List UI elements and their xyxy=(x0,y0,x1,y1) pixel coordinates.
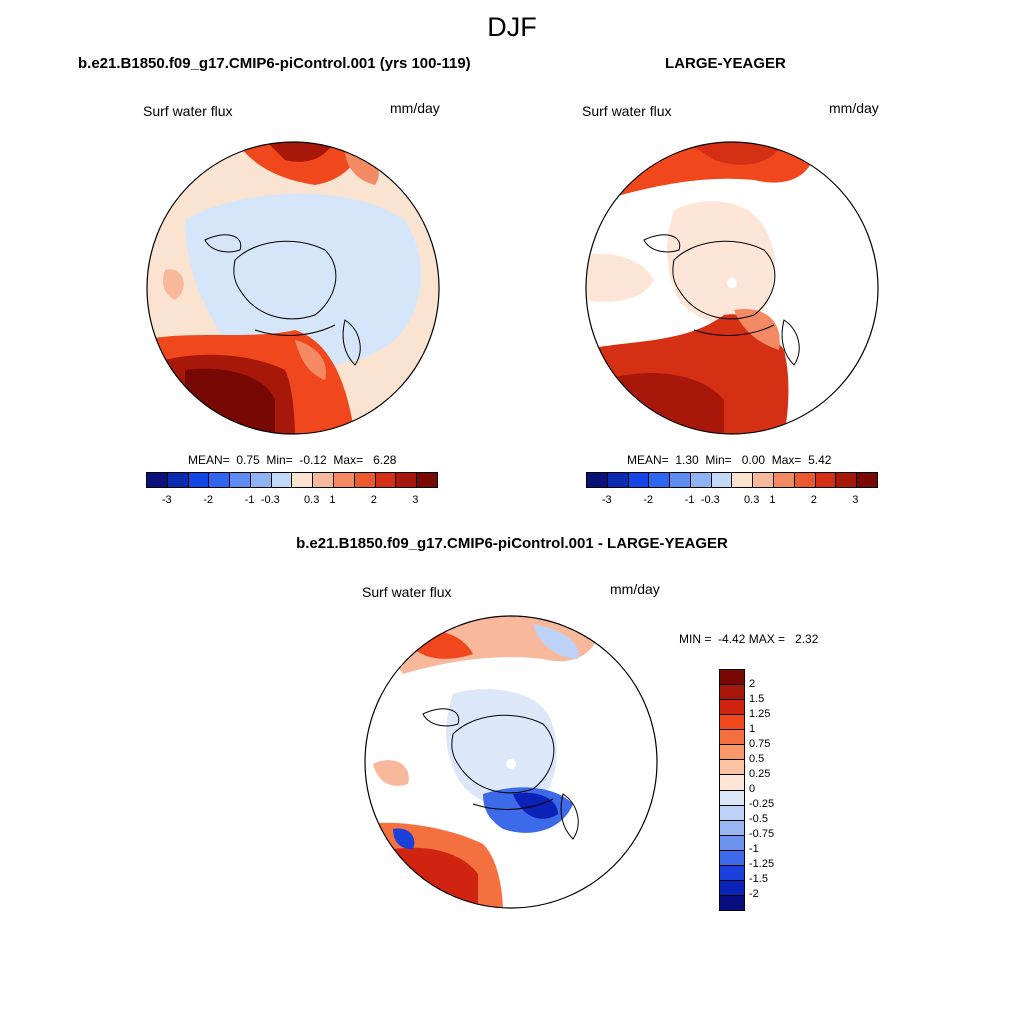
panel3-title: b.e21.B1850.f09_g17.CMIP6-piControl.001 … xyxy=(296,535,728,552)
colorbar-tick-label: -0.5 xyxy=(749,813,768,825)
colorbar-swatch xyxy=(720,760,744,776)
panel1-colorbar xyxy=(146,472,438,488)
colorbar-swatch xyxy=(720,745,744,761)
panel2-polar-map xyxy=(585,141,879,435)
colorbar-tick-label: -3 xyxy=(601,494,612,506)
colorbar-swatch xyxy=(292,473,314,487)
panel3-stats: MIN = -4.42 MAX = 2.32 xyxy=(679,632,819,646)
colorbar-tick-label: -2 xyxy=(643,494,654,506)
colorbar-swatch xyxy=(753,473,775,487)
colorbar-swatch xyxy=(720,700,744,716)
colorbar-swatch xyxy=(417,473,437,487)
colorbar-swatch xyxy=(649,473,671,487)
colorbar-tick-label: -1 xyxy=(244,494,255,506)
colorbar-swatch xyxy=(720,820,744,836)
panel1-colorbar-ticks: -3 -2 -1 -0.3 0.3 1 2 3 xyxy=(146,494,436,508)
panel2-variable-label: Surf water flux xyxy=(582,103,672,119)
colorbar-swatch xyxy=(167,473,189,487)
panel2-units-label: mm/day xyxy=(829,100,879,116)
colorbar-swatch xyxy=(720,775,744,791)
colorbar-swatch xyxy=(375,473,397,487)
colorbar-tick-label: 0.3 xyxy=(744,494,760,506)
colorbar-swatch xyxy=(774,473,795,487)
colorbar-swatch xyxy=(396,473,418,487)
colorbar-tick-label: 1 xyxy=(769,494,776,506)
colorbar-tick-label: -1.5 xyxy=(749,873,768,885)
panel1-stats: MEAN= 0.75 Min= -0.12 Max= 6.28 xyxy=(188,453,397,467)
panel1-title: b.e21.B1850.f09_g17.CMIP6-piControl.001 … xyxy=(78,55,471,72)
colorbar-swatch xyxy=(628,473,650,487)
colorbar-swatch xyxy=(188,473,210,487)
colorbar-tick-label: 0.5 xyxy=(749,753,765,765)
colorbar-swatch xyxy=(354,473,376,487)
colorbar-swatch xyxy=(587,473,608,487)
colorbar-swatch xyxy=(720,865,744,881)
colorbar-swatch xyxy=(147,473,168,487)
colorbar-swatch xyxy=(720,790,744,806)
panel3-colorbar-ticks: 2 1.5 1.25 1 0.75 0.5 0.25 0 -0.25 -0.5 -0.75 -1 -1.… xyxy=(749,669,789,909)
panel2-colorbar xyxy=(586,472,878,488)
colorbar-swatch xyxy=(720,835,744,851)
panel1-units-label: mm/day xyxy=(390,100,440,116)
colorbar-tick-label: 2 xyxy=(810,494,817,506)
colorbar-swatch xyxy=(271,473,293,487)
colorbar-tick-label: 1.5 xyxy=(749,693,765,705)
colorbar-tick-label: -0.3 xyxy=(260,494,280,506)
colorbar-swatch xyxy=(670,473,691,487)
colorbar-swatch xyxy=(836,473,858,487)
panel1-variable-label: Surf water flux xyxy=(143,103,233,119)
colorbar-swatch xyxy=(794,473,816,487)
colorbar-tick-label: 1.25 xyxy=(749,708,771,720)
colorbar-swatch xyxy=(815,473,837,487)
colorbar-tick-label: 1 xyxy=(749,723,756,735)
colorbar-tick-label: 0.25 xyxy=(749,768,771,780)
colorbar-swatch xyxy=(209,473,231,487)
colorbar-tick-label: -0.75 xyxy=(749,828,775,840)
colorbar-tick-label: -2 xyxy=(203,494,214,506)
colorbar-tick-label: -1 xyxy=(749,843,759,855)
colorbar-swatch xyxy=(720,895,744,910)
colorbar-tick-label: -1 xyxy=(684,494,695,506)
colorbar-tick-label: 0.3 xyxy=(304,494,320,506)
colorbar-swatch xyxy=(720,850,744,866)
panel3-polar-map xyxy=(364,615,658,909)
panel3-colorbar xyxy=(719,669,745,911)
panel2-title: LARGE-YEAGER xyxy=(665,55,786,72)
colorbar-tick-label: 2 xyxy=(749,678,756,690)
panel2-colorbar-ticks: -3 -2 -1 -0.3 0.3 1 2 3 xyxy=(586,494,876,508)
colorbar-swatch xyxy=(732,473,754,487)
colorbar-tick-label: 3 xyxy=(852,494,859,506)
colorbar-swatch xyxy=(720,685,744,701)
colorbar-swatch xyxy=(857,473,877,487)
panel3-units-label: mm/day xyxy=(610,581,660,597)
colorbar-tick-label: -0.25 xyxy=(749,798,775,810)
panel1-polar-map xyxy=(146,141,440,435)
colorbar-tick-label: 1 xyxy=(329,494,336,506)
colorbar-swatch xyxy=(720,670,744,686)
colorbar-swatch xyxy=(720,730,744,746)
colorbar-swatch xyxy=(607,473,629,487)
colorbar-swatch xyxy=(690,473,712,487)
colorbar-swatch xyxy=(230,473,251,487)
colorbar-swatch xyxy=(334,473,355,487)
colorbar-swatch xyxy=(250,473,272,487)
figure-title: DJF xyxy=(487,12,537,42)
colorbar-swatch xyxy=(720,880,744,896)
colorbar-swatch xyxy=(720,805,744,821)
colorbar-tick-label: 2 xyxy=(370,494,377,506)
colorbar-tick-label: -1.25 xyxy=(749,858,775,870)
colorbar-swatch xyxy=(711,473,733,487)
colorbar-swatch xyxy=(313,473,335,487)
colorbar-tick-label: -3 xyxy=(161,494,172,506)
panel3-variable-label: Surf water flux xyxy=(362,584,452,600)
colorbar-tick-label: -0.3 xyxy=(700,494,720,506)
panel2-stats: MEAN= 1.30 Min= 0.00 Max= 5.42 xyxy=(627,453,832,467)
colorbar-tick-label: -2 xyxy=(749,888,759,900)
colorbar-tick-label: 0.75 xyxy=(749,738,771,750)
colorbar-tick-label: 0 xyxy=(749,783,756,795)
colorbar-tick-label: 3 xyxy=(412,494,419,506)
colorbar-swatch xyxy=(720,715,744,731)
